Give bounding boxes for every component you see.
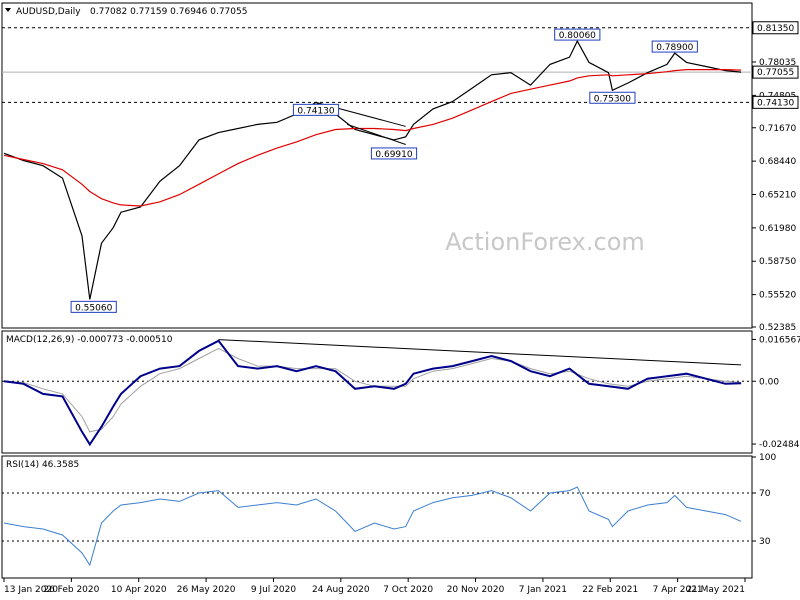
y-tick-label: 100 <box>759 453 776 463</box>
price-label: 0.74130 <box>297 106 334 116</box>
y-tick-label: 30 <box>759 537 771 547</box>
price-marker <box>752 21 799 35</box>
price-line <box>3 39 742 300</box>
signal-line <box>3 347 742 433</box>
x-tick-label: 7 Jan 2021 <box>519 585 567 595</box>
watermark: ActionForex.com <box>445 228 645 256</box>
y-tick-label: 0.00 <box>759 377 779 387</box>
x-tick-label: 20 Nov 2020 <box>447 585 505 595</box>
rsi-series <box>2 486 752 567</box>
ema-line <box>3 69 742 207</box>
x-tick-label: 21 May 2021 <box>686 585 745 595</box>
y-tick-label: 0.68440 <box>759 157 796 167</box>
x-tick-label: 26 May 2020 <box>177 585 236 595</box>
macd-line <box>3 339 742 447</box>
rsi-title: RSI(14) 46.3585 <box>6 460 79 470</box>
price-label: 0.80060 <box>559 31 596 41</box>
price-annotations: 0.74130 0.69910 0.55060 0.80060 0.75300 0.789… <box>70 28 698 313</box>
y-tick-label: 0.71670 <box>759 124 796 134</box>
macd-trendline <box>218 339 742 366</box>
price-label: 0.78900 <box>656 43 693 53</box>
x-tick-label: 13 Jan 2020 <box>4 585 58 595</box>
y-tick-label: 0.78035 <box>759 58 796 68</box>
macd-title: MACD(12,26,9) -0.000773 -0.000510 <box>6 335 173 345</box>
rsi-panel <box>1 455 753 579</box>
price-marker-label: 0.81350 <box>757 24 794 34</box>
x-tick-label: 7 Apr 2021 <box>653 585 703 595</box>
rsi-line <box>3 486 742 567</box>
y-tick-label: -0.02484 <box>759 440 800 450</box>
price-marker-label: 0.77055 <box>757 68 794 78</box>
price-label-box <box>370 147 418 160</box>
rsi-y-axis: 100 70 30 <box>752 453 776 547</box>
price-label-box <box>554 28 601 41</box>
price-label-box <box>292 103 340 116</box>
macd-panel <box>1 330 753 454</box>
price-panel <box>1 2 753 329</box>
macd-y-axis: 0.016567 0.00 -0.02484 <box>752 335 800 450</box>
y-tick-label: 0.65210 <box>759 191 796 201</box>
chart-ohlc: 0.77082 0.77159 0.76946 0.77055 <box>90 7 247 17</box>
price-label: 0.75300 <box>594 94 631 104</box>
x-tick-label: 10 Apr 2020 <box>111 585 167 595</box>
y-tick-label: 0.016567 <box>759 335 800 345</box>
y-tick-label: 0.61980 <box>759 224 796 234</box>
price-label-box <box>589 91 636 104</box>
y-tick-label: 70 <box>759 489 771 499</box>
macd-series <box>2 339 752 447</box>
price-marker-label: 0.74130 <box>757 98 794 108</box>
price-y-axis: 0.813500.780350.748050.716700.684400.652… <box>752 21 799 333</box>
y-tick-label: 0.58750 <box>759 257 796 267</box>
price-marker <box>752 95 799 109</box>
x-tick-label: 7 Oct 2020 <box>383 585 433 595</box>
x-tick-label: 26 Feb 2020 <box>43 585 99 595</box>
price-label-box <box>70 300 117 313</box>
x-tick-label: 24 Aug 2020 <box>312 585 370 595</box>
y-tick-label: 0.52385 <box>759 323 796 333</box>
x-tick-label: 22 Feb 2021 <box>582 585 638 595</box>
price-label: 0.55060 <box>75 303 112 313</box>
x-tick-label: 9 Jul 2020 <box>251 585 296 595</box>
price-label: 0.69910 <box>375 150 412 160</box>
dropdown-triangle-icon[interactable] <box>5 8 11 12</box>
price-marker <box>752 65 799 79</box>
price-label-box <box>651 40 698 53</box>
chart-symbol: AUDUSD,Daily <box>16 7 81 17</box>
trendline-2 <box>347 123 406 145</box>
y-tick-label: 0.55520 <box>759 291 796 301</box>
